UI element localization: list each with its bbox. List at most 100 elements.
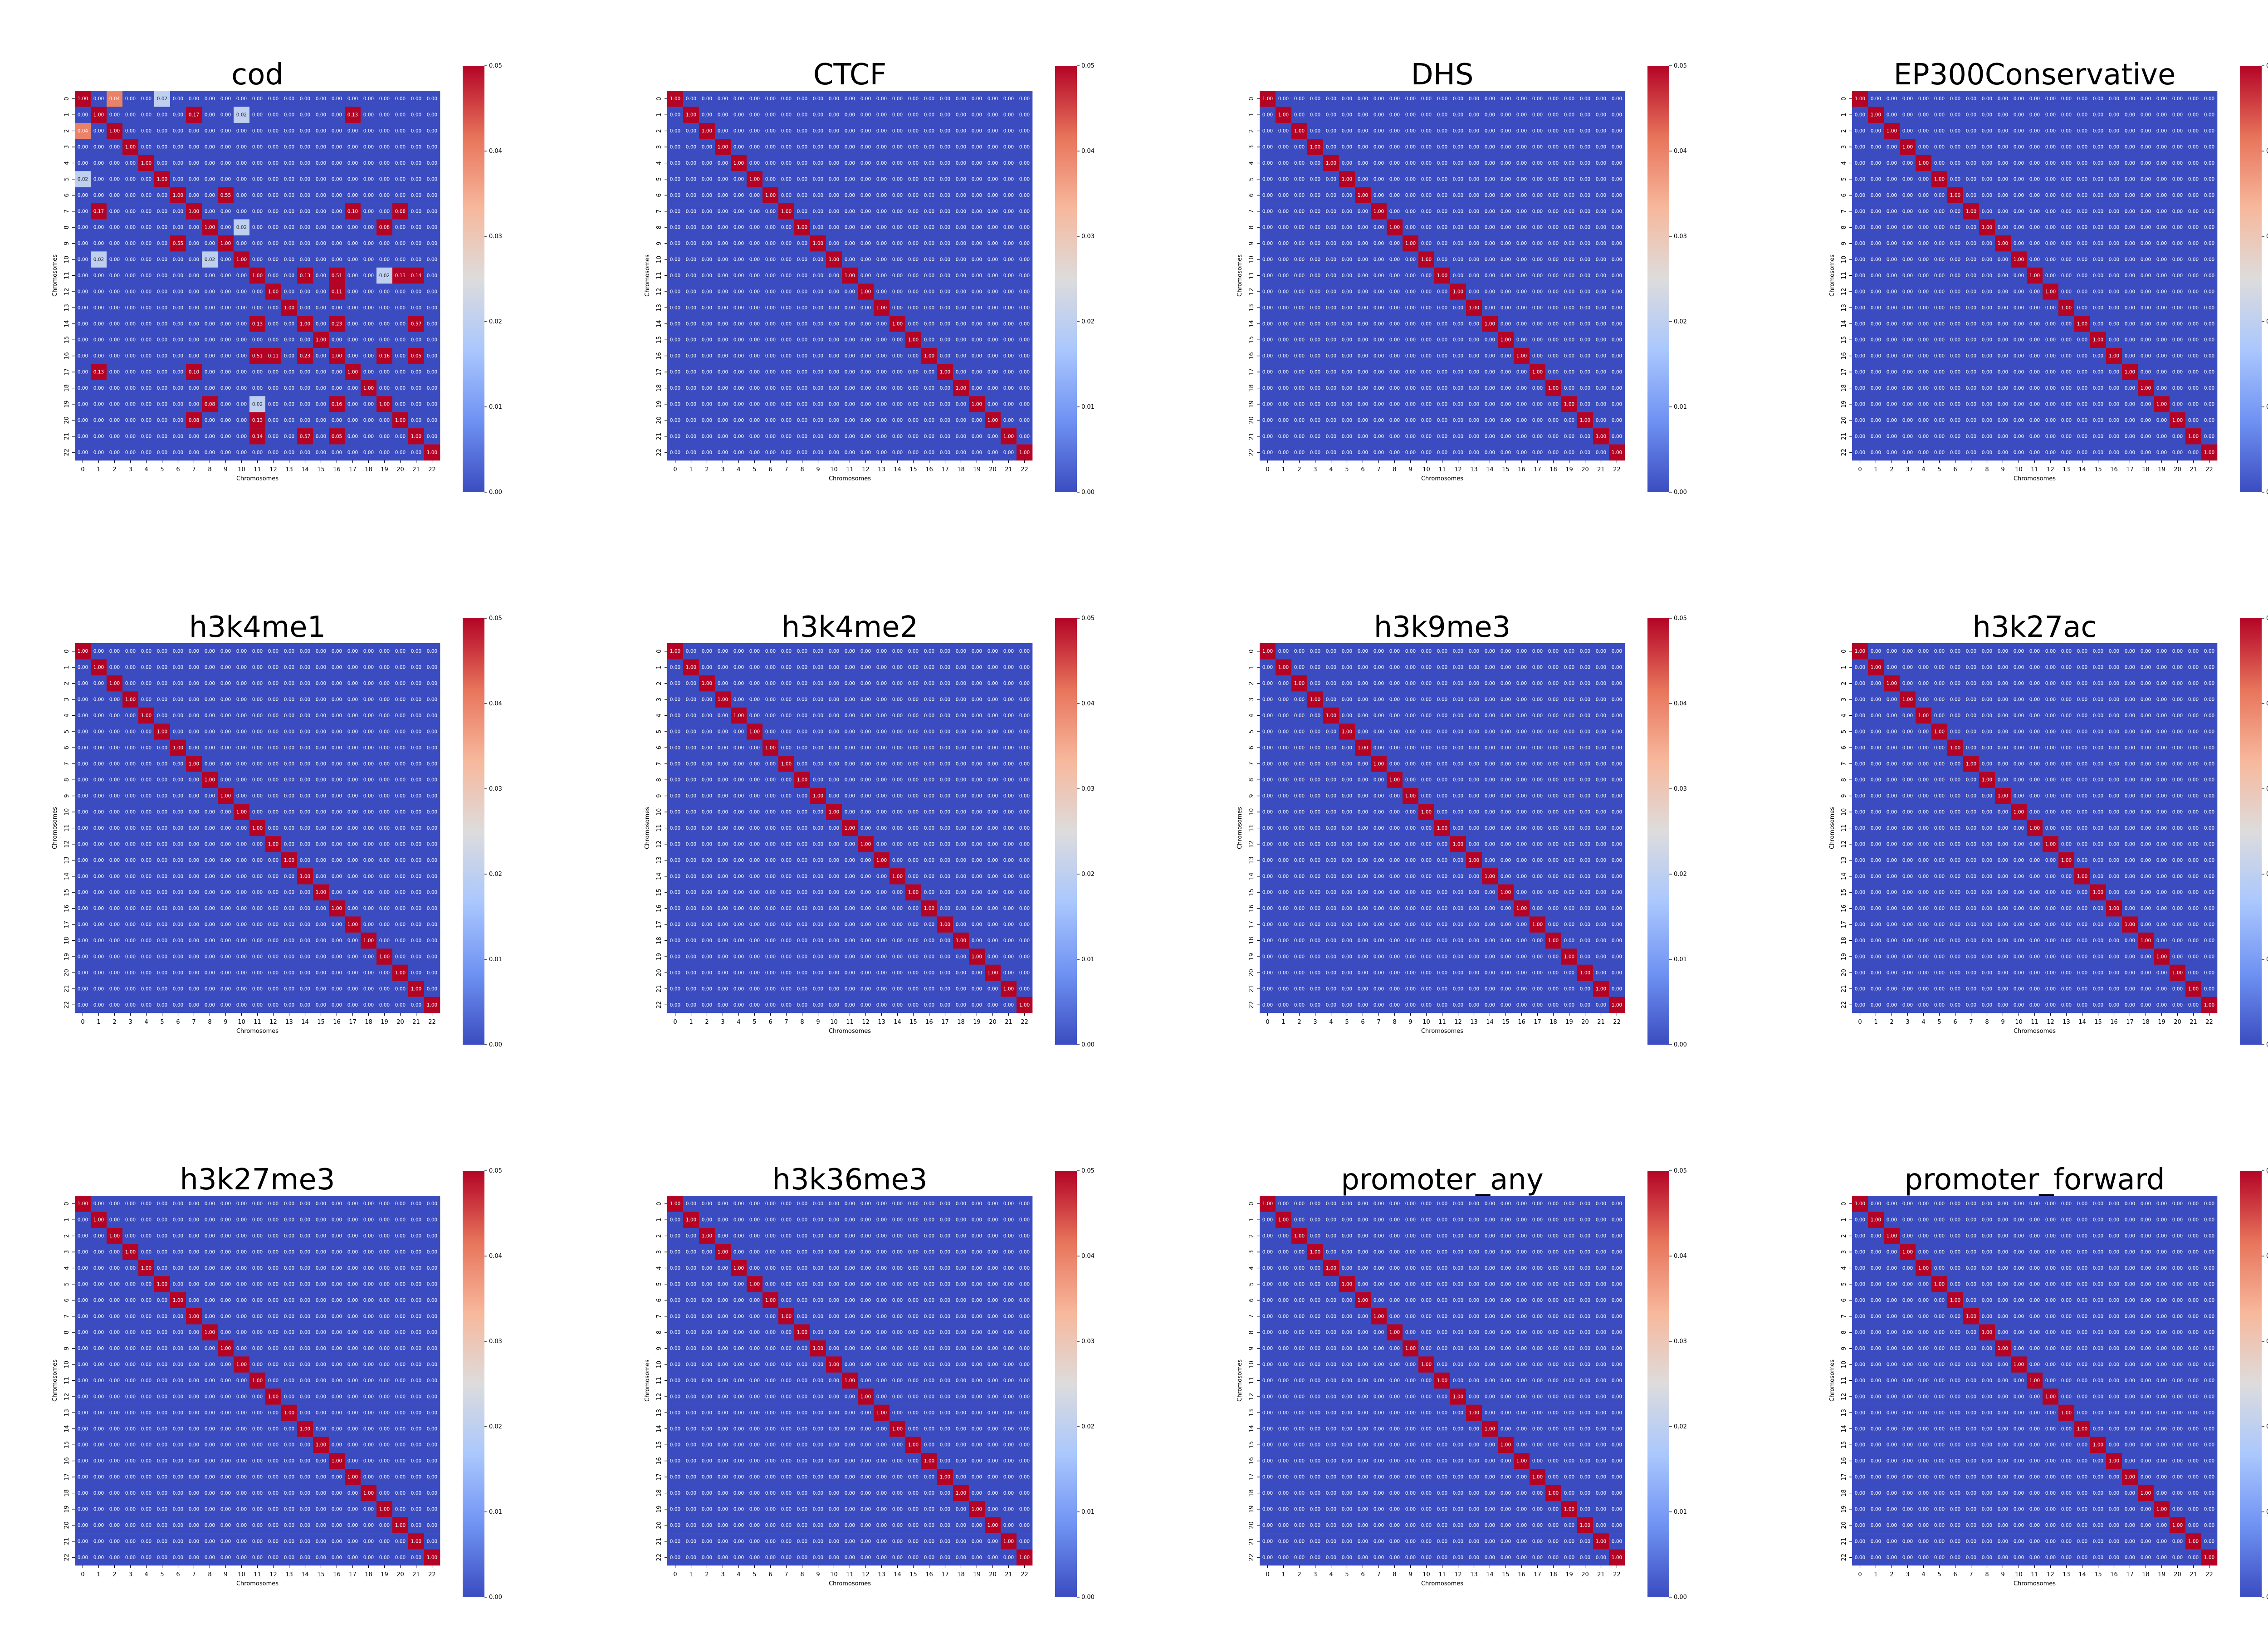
cell-value-label: 0.00 bbox=[797, 321, 807, 327]
cell-value-label: 0.00 bbox=[972, 209, 982, 214]
cell-value-label: 0.00 bbox=[1532, 434, 1543, 439]
cell-value-label: 0.00 bbox=[109, 450, 120, 455]
x-tick-label: 6 bbox=[176, 466, 180, 473]
cell-value-label: 0.04 bbox=[109, 96, 120, 102]
cell-value-label: 0.00 bbox=[876, 434, 887, 439]
colorbar-tick-label: 0.05 bbox=[2266, 63, 2268, 69]
cell-value-label: 0.00 bbox=[797, 145, 807, 150]
cell-value-label: 0.00 bbox=[1871, 401, 1881, 407]
cell-value-label: 0.00 bbox=[718, 209, 728, 214]
cell-value-label: 0.00 bbox=[363, 225, 374, 230]
cell-value-label: 0.00 bbox=[749, 128, 760, 134]
x-tick-label: 2 bbox=[112, 466, 116, 473]
cell-value-label: 0.00 bbox=[332, 193, 342, 198]
cell-value-label: 0.00 bbox=[670, 418, 680, 423]
cell-value-label: 0.13 bbox=[300, 273, 310, 279]
cell-value-label: 0.00 bbox=[749, 209, 760, 214]
cell-value-label: 0.00 bbox=[2093, 193, 2103, 198]
cell-value-label: 0.00 bbox=[1019, 112, 1030, 118]
cell-value-label: 0.00 bbox=[1950, 112, 1960, 118]
cell-value-label: 0.00 bbox=[1421, 450, 1432, 455]
colorbar-tick-label: 0.01 bbox=[1081, 404, 1095, 411]
cell-value-label: 0.00 bbox=[1982, 128, 1992, 134]
cell-value-label: 0.00 bbox=[1887, 193, 1897, 198]
cell-value-label: 0.00 bbox=[749, 450, 760, 455]
cell-value-label: 0.00 bbox=[141, 321, 152, 327]
cell-value-label: 0.00 bbox=[252, 176, 263, 182]
cell-value-label: 0.00 bbox=[1469, 128, 1479, 134]
cell-value-label: 0.00 bbox=[781, 353, 792, 359]
cell-value-label: 0.00 bbox=[363, 450, 374, 455]
cell-value-label: 0.00 bbox=[797, 305, 807, 311]
cell-value-label: 1.00 bbox=[141, 713, 152, 719]
cell-value-label: 0.00 bbox=[781, 434, 792, 439]
x-tick-label: 2 bbox=[1890, 466, 1893, 473]
cell-value-label: 0.00 bbox=[1998, 209, 2008, 214]
cell-value-label: 0.00 bbox=[1310, 161, 1320, 166]
cell-value-label: 0.00 bbox=[1855, 418, 1865, 423]
cell-value-label: 0.00 bbox=[1453, 257, 1463, 263]
cell-value-label: 0.00 bbox=[2014, 241, 2024, 246]
cell-value-label: 0.00 bbox=[2014, 305, 2024, 311]
cell-value-label: 0.00 bbox=[1934, 145, 1945, 150]
cell-value-label: 0.00 bbox=[1871, 321, 1881, 327]
cell-value-label: 0.00 bbox=[157, 370, 167, 375]
cell-value-label: 0.00 bbox=[284, 241, 294, 246]
cell-value-label: 0.00 bbox=[1310, 209, 1320, 214]
cell-value-label: 0.00 bbox=[686, 353, 696, 359]
cell-value-label: 0.00 bbox=[1950, 370, 1960, 375]
cell-value-label: 0.00 bbox=[1278, 193, 1289, 198]
x-tick-label: 17 bbox=[941, 466, 949, 473]
cell-value-label: 0.00 bbox=[1342, 305, 1352, 311]
cell-value-label: 0.00 bbox=[718, 176, 728, 182]
cell-value-label: 0.00 bbox=[1294, 305, 1305, 311]
cell-value-label: 0.00 bbox=[765, 305, 776, 311]
cell-value-label: 0.00 bbox=[2029, 257, 2040, 263]
cell-value-label: 0.00 bbox=[2077, 337, 2087, 343]
cell-value-label: 0.55 bbox=[220, 193, 231, 198]
cell-value-label: 0.00 bbox=[956, 241, 966, 246]
cell-value-label: 0.00 bbox=[1358, 241, 1368, 246]
cell-value-label: 0.00 bbox=[1358, 386, 1368, 391]
cell-value-label: 0.00 bbox=[1453, 193, 1463, 198]
cell-value-label: 0.00 bbox=[686, 257, 696, 263]
cell-value-label: 0.00 bbox=[332, 161, 342, 166]
cell-value-label: 1.00 bbox=[1358, 193, 1368, 198]
cell-value-label: 0.00 bbox=[157, 353, 167, 359]
cell-value-label: 0.00 bbox=[93, 729, 104, 734]
cell-value-label: 0.00 bbox=[1998, 337, 2008, 343]
cell-value-label: 1.00 bbox=[1998, 241, 2008, 246]
cell-value-label: 0.00 bbox=[379, 337, 390, 343]
cell-value-label: 0.00 bbox=[2093, 225, 2103, 230]
cell-value-label: 0.00 bbox=[220, 128, 231, 134]
cell-value-label: 0.00 bbox=[1469, 145, 1479, 150]
cell-value-label: 0.00 bbox=[2141, 273, 2151, 279]
cell-value-label: 0.00 bbox=[157, 305, 167, 311]
cell-value-label: 0.00 bbox=[1532, 145, 1543, 150]
cell-value-label: 0.00 bbox=[908, 321, 919, 327]
x-tick-label: 18 bbox=[1549, 466, 1557, 473]
cell-value-label: 0.00 bbox=[1262, 225, 1273, 230]
x-tick-label: 5 bbox=[753, 466, 756, 473]
cell-value-label: 0.00 bbox=[1262, 370, 1273, 375]
cell-value-label: 0.00 bbox=[236, 241, 247, 246]
cell-value-label: 0.00 bbox=[78, 386, 88, 391]
cell-value-label: 0.00 bbox=[1342, 161, 1352, 166]
cell-value-label: 0.00 bbox=[205, 176, 215, 182]
cell-value-label: 0.00 bbox=[1902, 161, 1913, 166]
cell-value-label: 0.00 bbox=[1294, 321, 1305, 327]
cell-value-label: 0.00 bbox=[2156, 225, 2167, 230]
cell-value-label: 1.00 bbox=[93, 665, 104, 670]
cell-value-label: 0.00 bbox=[1421, 273, 1432, 279]
cell-value-label: 0.00 bbox=[1982, 241, 1992, 246]
cell-value-label: 0.00 bbox=[1437, 386, 1447, 391]
cell-value-label: 0.00 bbox=[1532, 161, 1543, 166]
cell-value-label: 0.00 bbox=[987, 273, 998, 279]
cell-value-label: 0.00 bbox=[1294, 401, 1305, 407]
cell-value-label: 0.00 bbox=[173, 257, 183, 263]
cell-value-label: 0.00 bbox=[1405, 305, 1416, 311]
cell-value-label: 0.00 bbox=[781, 96, 792, 102]
cell-value-label: 0.00 bbox=[829, 386, 839, 391]
cell-value-label: 0.00 bbox=[1871, 161, 1881, 166]
cell-value-label: 0.00 bbox=[956, 128, 966, 134]
